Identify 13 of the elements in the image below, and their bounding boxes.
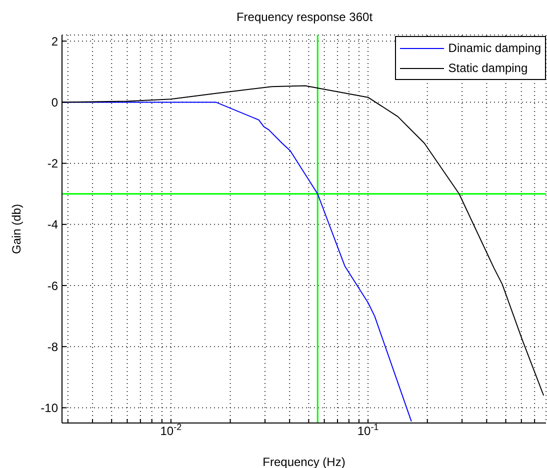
y-tick-label: -10 — [40, 400, 58, 415]
y-tick-label: 0 — [51, 95, 58, 110]
y-tick-label: -6 — [47, 278, 58, 293]
legend-label: Static damping — [448, 60, 528, 77]
legend-label: Dinamic damping — [448, 40, 541, 57]
chart-title: Frequency response 360t — [235, 10, 374, 24]
y-tick-label: -8 — [47, 340, 58, 354]
x-tick-label: 10$^{-1}$ — [357, 422, 379, 438]
y-axis-title: Gain (db) — [9, 204, 24, 254]
y-tick-label: -2 — [47, 156, 58, 171]
y-tick-label: -4 — [47, 218, 58, 232]
x-tick-label: 10$^{-2}$ — [160, 422, 182, 438]
y-tick-label: 2 — [51, 34, 58, 48]
